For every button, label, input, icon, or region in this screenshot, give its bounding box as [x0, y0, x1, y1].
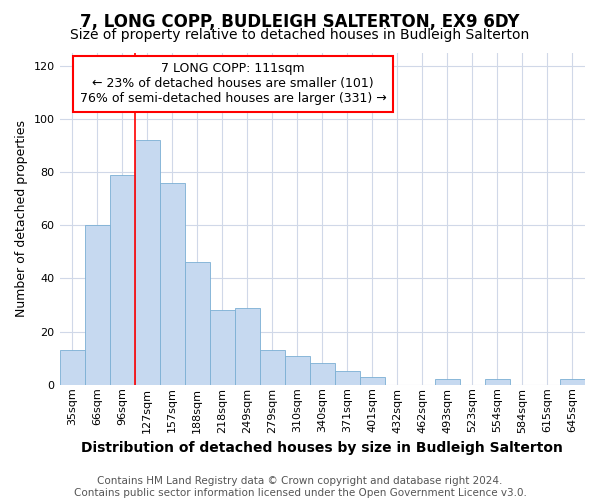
- Bar: [110, 175, 134, 385]
- Bar: [185, 262, 209, 385]
- Bar: [235, 308, 260, 385]
- Bar: [485, 380, 510, 385]
- Y-axis label: Number of detached properties: Number of detached properties: [15, 120, 28, 317]
- Bar: [285, 356, 310, 385]
- Bar: [260, 350, 285, 385]
- Text: Contains HM Land Registry data © Crown copyright and database right 2024.
Contai: Contains HM Land Registry data © Crown c…: [74, 476, 526, 498]
- Text: 7 LONG COPP: 111sqm
← 23% of detached houses are smaller (101)
76% of semi-detac: 7 LONG COPP: 111sqm ← 23% of detached ho…: [80, 62, 386, 106]
- Bar: [134, 140, 160, 385]
- Bar: [209, 310, 235, 385]
- Bar: [59, 350, 85, 385]
- Text: 7, LONG COPP, BUDLEIGH SALTERTON, EX9 6DY: 7, LONG COPP, BUDLEIGH SALTERTON, EX9 6D…: [80, 12, 520, 30]
- Bar: [310, 364, 335, 385]
- X-axis label: Distribution of detached houses by size in Budleigh Salterton: Distribution of detached houses by size …: [82, 441, 563, 455]
- Bar: [435, 380, 460, 385]
- Bar: [160, 182, 185, 385]
- Text: Size of property relative to detached houses in Budleigh Salterton: Size of property relative to detached ho…: [70, 28, 530, 42]
- Bar: [335, 372, 360, 385]
- Bar: [360, 377, 385, 385]
- Bar: [85, 226, 110, 385]
- Bar: [560, 380, 585, 385]
